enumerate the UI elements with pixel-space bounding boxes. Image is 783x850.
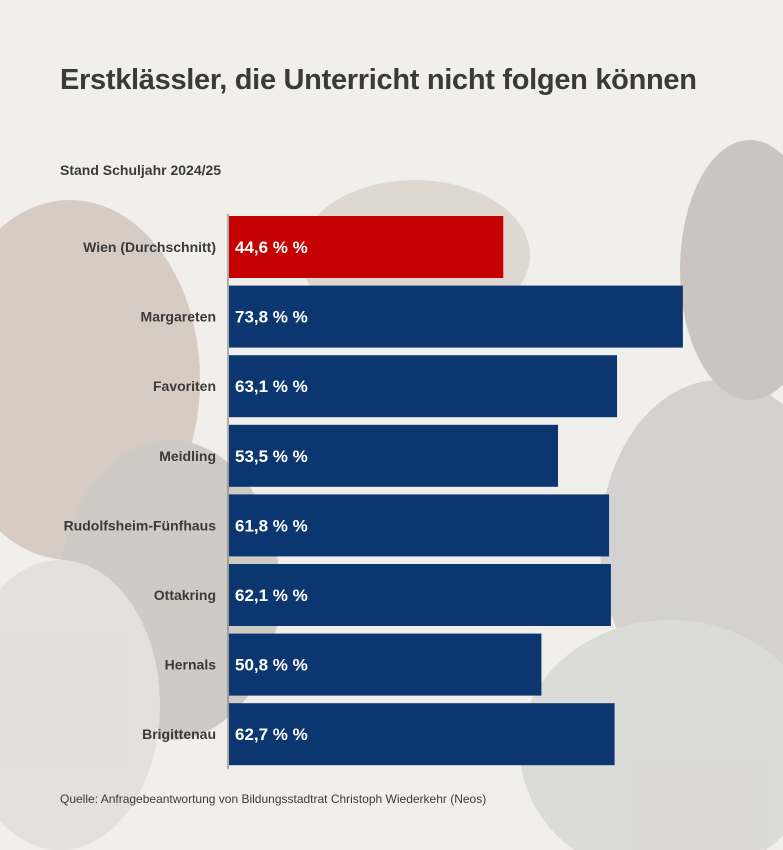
bar-3 [229, 424, 559, 487]
bar-1 [229, 285, 683, 348]
value-label: 61,8 % % [235, 516, 308, 535]
category-label: Hernals [165, 657, 217, 673]
value-label: 73,8 % % [235, 308, 308, 327]
bar-0 [229, 216, 504, 278]
value-label: 44,6 % % [235, 238, 308, 257]
bar-7 [229, 703, 615, 766]
category-label: Brigittenau [142, 726, 216, 742]
bar-5 [229, 564, 611, 626]
category-label: Meidling [159, 448, 216, 464]
chart-subtitle: Stand Schuljahr 2024/25 [60, 162, 222, 178]
value-label: 53,5 % % [235, 447, 308, 466]
value-label: 63,1 % % [235, 377, 308, 396]
category-label: Ottakring [154, 587, 216, 603]
value-label: 62,7 % % [235, 725, 308, 744]
value-label: 62,1 % % [235, 586, 308, 605]
bar-2 [229, 355, 618, 418]
category-label: Margareten [141, 309, 216, 325]
bar-4 [229, 494, 610, 557]
category-label: Wien (Durchschnitt) [83, 239, 216, 255]
source-note: Quelle: Anfragebeantwortung von Bildungs… [60, 792, 487, 806]
value-label: 50,8 % % [235, 656, 308, 675]
chart-title: Erstklässler, die Unterricht nicht folge… [60, 64, 697, 96]
category-label: Rudolfsheim-Fünfhaus [64, 517, 217, 533]
category-label: Favoriten [153, 378, 216, 394]
bar-6 [229, 633, 542, 696]
